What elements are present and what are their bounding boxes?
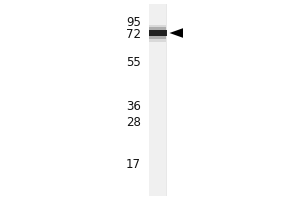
Text: 55: 55: [126, 56, 141, 70]
Text: 72: 72: [126, 28, 141, 42]
Bar: [149, 4, 166, 196]
Bar: [149, 27, 166, 39]
Bar: [148, 30, 166, 36]
Bar: [149, 24, 166, 42]
Text: 95: 95: [126, 17, 141, 29]
Text: 17: 17: [126, 158, 141, 171]
Text: 28: 28: [126, 116, 141, 130]
Polygon shape: [169, 28, 183, 38]
Bar: [148, 4, 166, 196]
Text: 36: 36: [126, 100, 141, 114]
